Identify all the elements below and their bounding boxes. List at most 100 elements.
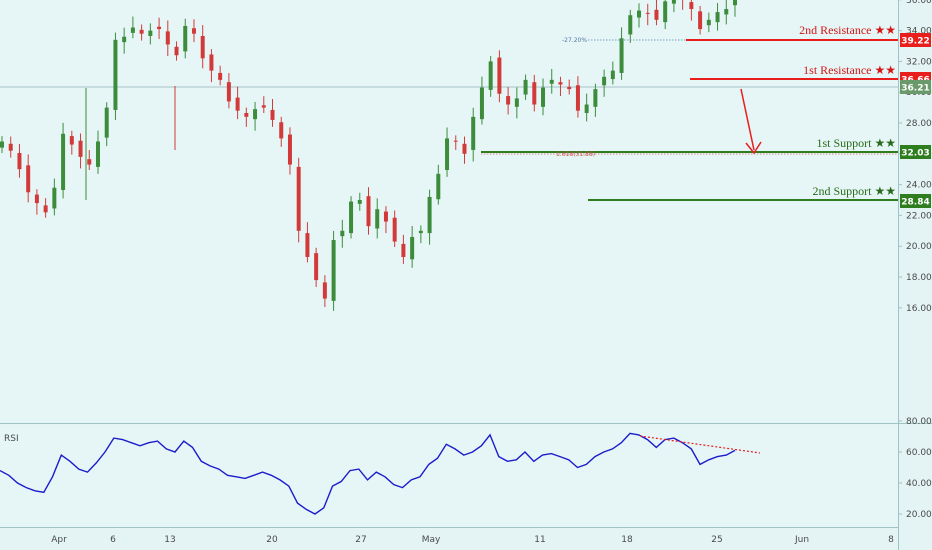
rsi-line[interactable] (0, 432, 736, 515)
projection-arrow[interactable] (740, 88, 762, 155)
candle-body[interactable] (148, 30, 153, 36)
candle-body[interactable] (52, 187, 57, 209)
rsi-axis[interactable]: 20.00 40.00 60.00 80.00 (898, 417, 932, 520)
candle-body[interactable] (279, 122, 284, 139)
candle-body[interactable] (427, 196, 432, 234)
candle-body[interactable] (8, 143, 13, 151)
candle-body[interactable] (593, 89, 598, 107)
candle-body[interactable] (619, 38, 624, 73)
support-2[interactable]: 2nd Support ★★ (588, 184, 898, 201)
candle-body[interactable] (445, 138, 450, 170)
candle-body[interactable] (637, 10, 642, 18)
candle-body[interactable] (183, 25, 188, 52)
support-1[interactable]: 1.618(31.88) 1st Support ★★ (481, 136, 898, 158)
candle-body[interactable] (479, 87, 484, 120)
candle-body[interactable] (558, 82, 563, 85)
candle-body[interactable] (523, 79, 528, 95)
price-tick-label: 20.00 (906, 242, 932, 252)
candle-body[interactable] (654, 9, 659, 20)
candle-body[interactable] (410, 236, 415, 260)
rsi-tick-label: 60.00 (906, 448, 932, 458)
candle-body[interactable] (663, 1, 668, 23)
candle-body[interactable] (715, 12, 720, 23)
candle-body[interactable] (331, 240, 336, 301)
candle-body[interactable] (209, 54, 214, 71)
candle-body[interactable] (270, 109, 275, 120)
candles[interactable] (0, 0, 737, 311)
candle-body[interactable] (453, 140, 458, 142)
rsi-divergence-trendline[interactable] (639, 435, 761, 454)
candle-body[interactable] (383, 211, 388, 222)
candle-body[interactable] (122, 36, 127, 43)
candle-body[interactable] (418, 230, 423, 234)
candle-body[interactable] (253, 109, 258, 120)
price-tag-support-2-box (900, 194, 931, 208)
price-pane[interactable] (0, 0, 898, 422)
candle-body[interactable] (689, 2, 694, 10)
candle-body[interactable] (506, 96, 511, 105)
candle-body[interactable] (305, 233, 310, 257)
candle-body[interactable] (706, 19, 711, 26)
candle-body[interactable] (645, 12, 650, 14)
candle-body[interactable] (174, 46, 179, 56)
candle-body[interactable] (314, 253, 319, 281)
candle-body[interactable] (471, 116, 476, 150)
time-axis[interactable]: Apr 6 13 20 27 May 11 18 25 Jun 8 (51, 535, 894, 545)
candle-body[interactable] (322, 282, 327, 299)
candle-body[interactable] (340, 230, 345, 237)
price-tag-resistance-2: 39.22 (900, 33, 931, 47)
resistance-2[interactable]: -27.20% 2nd Resistance ★★ (562, 23, 898, 44)
candle-body[interactable] (130, 27, 135, 33)
candle-body[interactable] (497, 57, 502, 94)
candle-body[interactable] (532, 82, 537, 105)
candle-body[interactable] (78, 140, 83, 157)
candle-body[interactable] (113, 39, 118, 110)
candle-body[interactable] (104, 107, 109, 138)
candle-body[interactable] (200, 35, 205, 59)
candle-body[interactable] (724, 9, 729, 15)
candle-body[interactable] (462, 143, 467, 154)
candle-body[interactable] (401, 243, 406, 257)
candle-body[interactable] (87, 159, 92, 165)
candle-body[interactable] (26, 165, 31, 193)
candle-body[interactable] (235, 97, 240, 111)
candle-body[interactable] (261, 105, 266, 108)
candle-body[interactable] (541, 87, 546, 107)
candle-body[interactable] (575, 85, 580, 111)
candle-body[interactable] (191, 28, 196, 34)
candle-body[interactable] (628, 15, 633, 35)
candle-body[interactable] (366, 196, 371, 227)
candle-body[interactable] (34, 194, 39, 204)
candle-body[interactable] (226, 82, 231, 102)
candle-body[interactable] (349, 201, 354, 234)
candle-body[interactable] (43, 205, 48, 213)
candle-body[interactable] (95, 141, 100, 167)
candle-body[interactable] (357, 200, 362, 204)
candle-body[interactable] (514, 98, 519, 107)
candle-body[interactable] (567, 86, 572, 90)
candle-body[interactable] (139, 29, 144, 34)
candle-body[interactable] (671, 0, 676, 4)
candle-body[interactable] (375, 209, 380, 229)
candle-body[interactable] (244, 112, 249, 117)
candle-body[interactable] (602, 76, 607, 86)
candle-body[interactable] (610, 70, 615, 80)
candle-body[interactable] (733, 0, 737, 6)
candle-body[interactable] (549, 79, 554, 84)
candle-body[interactable] (436, 173, 441, 200)
candle-body[interactable] (165, 31, 170, 45)
candle-body[interactable] (698, 11, 703, 30)
candle-body[interactable] (488, 61, 493, 90)
candle-body[interactable] (17, 153, 22, 170)
candle-body[interactable] (218, 72, 223, 80)
candle-body[interactable] (584, 104, 589, 113)
candle-body[interactable] (69, 136, 74, 145)
candle-body[interactable] (61, 133, 66, 190)
candle-body[interactable] (157, 26, 162, 30)
candle-body[interactable] (287, 134, 292, 165)
resistance-1[interactable]: 1st Resistance ★★ (690, 63, 898, 80)
rsi-pane[interactable] (0, 425, 898, 527)
candle-body[interactable] (296, 166, 301, 231)
candle-body[interactable] (392, 217, 397, 242)
candle-body[interactable] (0, 141, 4, 148)
